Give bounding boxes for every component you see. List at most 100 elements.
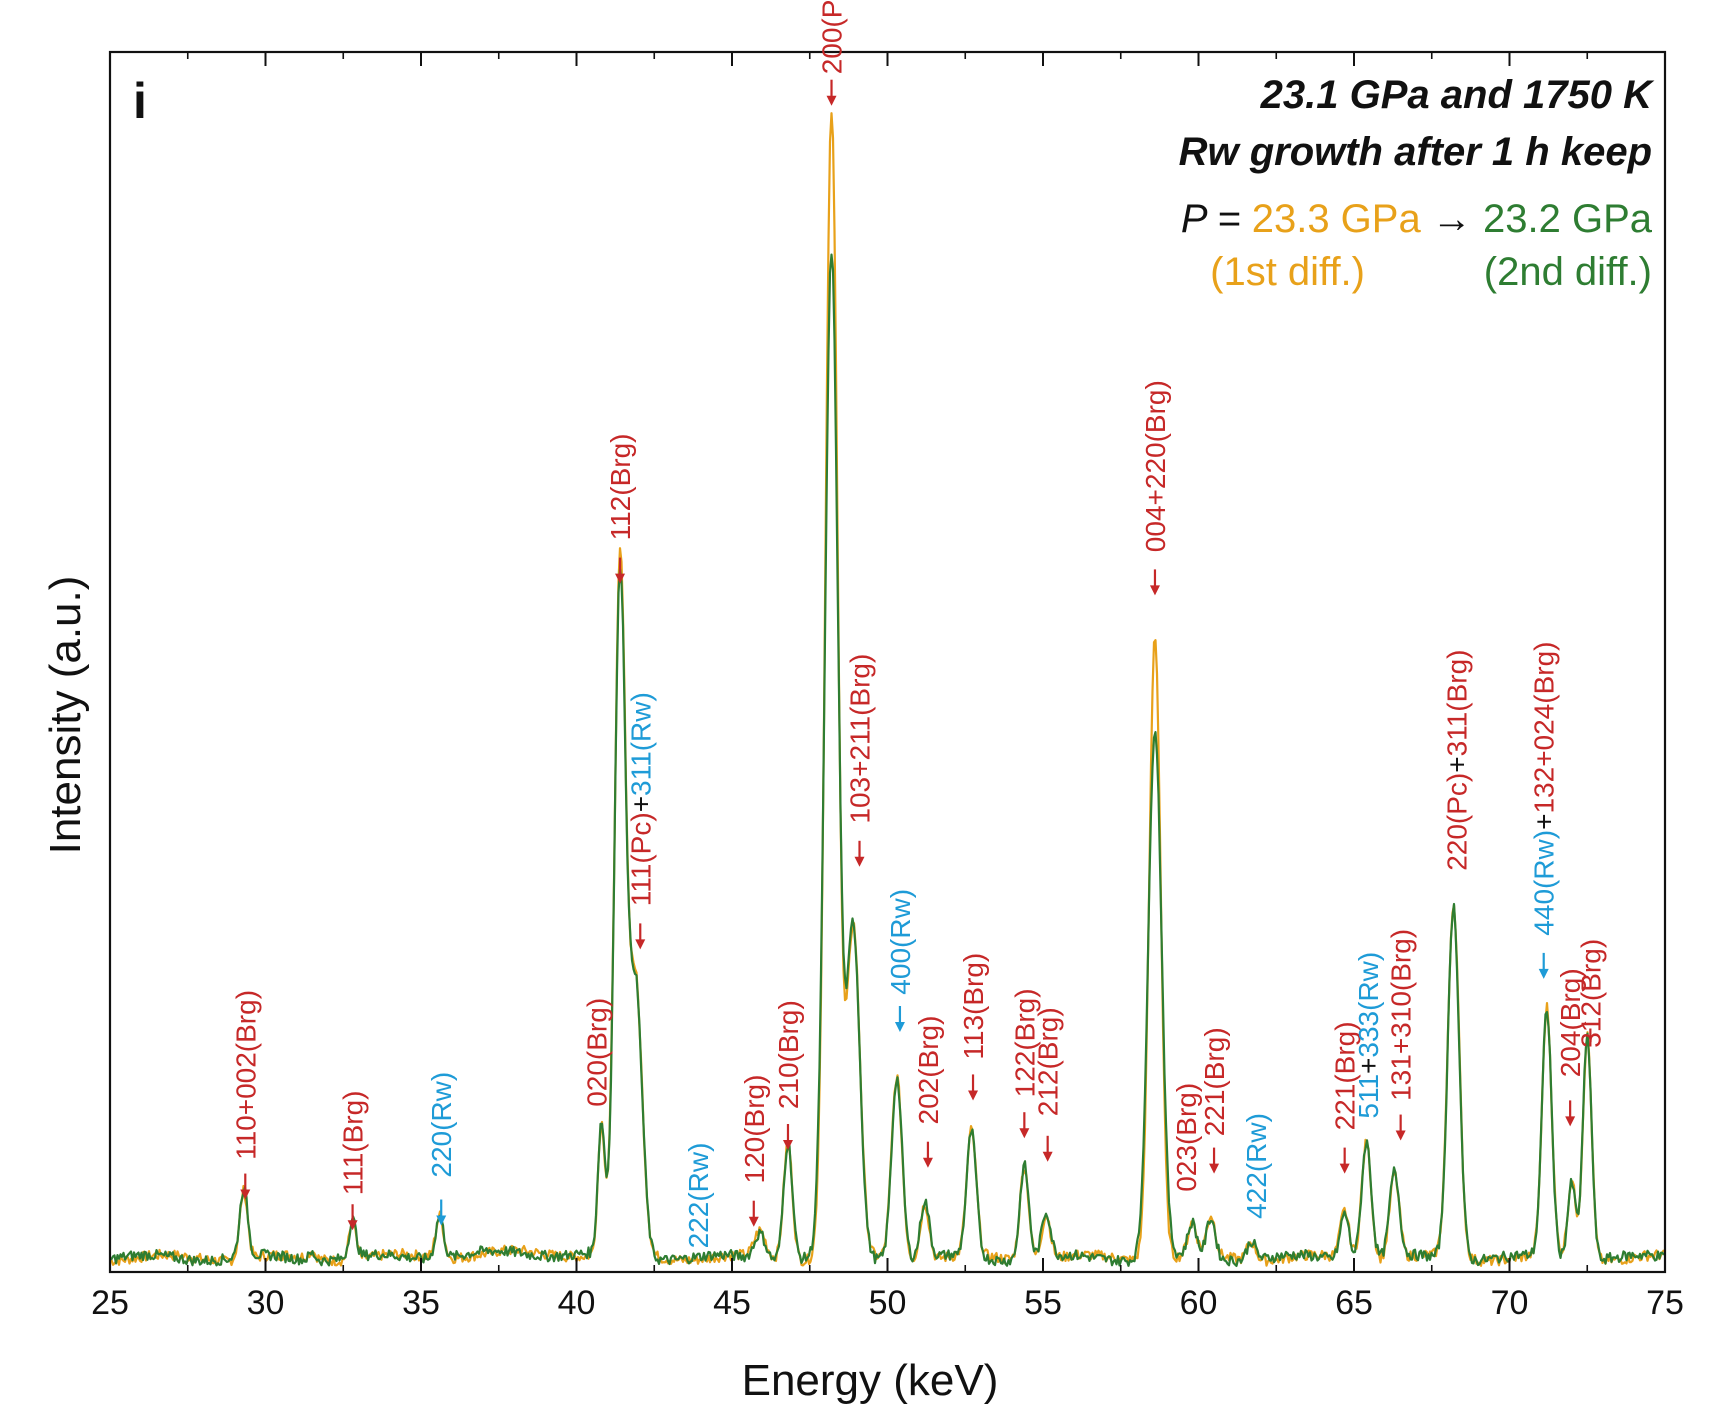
peak-label-part: 110+002(Brg) [230,990,261,1160]
peak-label-part: 212(Brg) [1033,1007,1064,1116]
peak-label-part: 333(Rw) [1353,952,1384,1058]
x-tick-label: 65 [1335,1284,1373,1322]
peak-label: 222(Rw) [683,1143,714,1249]
peak-arrow-head [1339,1163,1350,1174]
peak-label: 212(Brg) [1033,1007,1064,1116]
peak-label-part: 111(Brg) [338,1091,369,1196]
growth-line: Rw growth after 1 h keep [1179,130,1652,174]
peak-arrow-head [748,1216,759,1227]
peak-arrow-head [436,1215,447,1226]
peak-label: 221(Brg) [1199,1027,1230,1136]
peak-label: 111(Pc)+311(Rw) [625,692,656,906]
peak-label: 113(Brg) [958,953,989,1060]
peak-arrow-head [1395,1130,1406,1141]
peak-label: 221(Brg) [1330,1021,1361,1130]
peak-label: 112(Brg) [605,434,636,541]
peak-arrow-head [1019,1128,1030,1139]
peak-label-part: 311(Brg) [1442,650,1473,757]
peak-label-part: 220(Rw) [426,1072,457,1178]
x-tick-label: 75 [1646,1284,1684,1322]
peak-label: 204(Brg) [1555,968,1586,1077]
peak-label: 511+333(Rw) [1353,952,1384,1119]
peak-arrow-head [1538,968,1549,979]
peak-label: 131+310(Brg) [1386,929,1417,1101]
pressure-prefix: P = [1181,197,1241,241]
pressure-first: 23.3 GPa [1252,197,1422,241]
peak-arrow-head [894,1022,905,1032]
peak-label-part: 132+024(Brg) [1529,642,1560,814]
panel-label: i [133,73,147,129]
peak-arrow-head [968,1090,979,1101]
peak-label: 220(Rw) [426,1072,457,1178]
peak-label-part: + [1353,1058,1384,1074]
peak-arrow-head [347,1220,358,1231]
x-tick-label: 60 [1180,1284,1218,1322]
peak-label: 220(Pc)+311(Brg) [1442,650,1473,871]
peak-label: 023(Brg) [1171,1083,1202,1192]
peak-label-part: 112(Brg) [605,434,636,541]
peak-label: 200(Pc)+121(Brg) [817,0,848,74]
peak-label-part: 023(Brg) [1171,1083,1202,1192]
peak-label-part: 020(Brg) [582,998,613,1107]
peak-arrow-head [635,939,646,950]
peak-label-part: + [1529,814,1560,830]
peak-label-part: 311(Rw) [625,692,656,796]
peak-label: 103+211(Brg) [845,654,876,824]
peak-label-part: 511 [1353,1074,1384,1119]
peak-label: 312(Brg) [1575,939,1606,1048]
peak-arrow-head [922,1157,933,1168]
peak-label: 020(Brg) [582,998,613,1107]
peak-label-part: 131+310(Brg) [1386,929,1417,1101]
peak-arrow-head [782,1140,793,1150]
peak-label: 422(Rw) [1241,1113,1272,1219]
peak-label: 440(Rw)+132+024(Brg) [1529,642,1560,936]
peak-label-part: 440(Rw) [1529,830,1560,936]
peak-label-part: 122(Brg) [1009,988,1040,1097]
peak-label-part: 210(Brg) [773,1000,804,1109]
x-tick-label: 70 [1491,1284,1529,1322]
first-diff-note: (1st diff.) [1210,250,1365,294]
peak-label-part: + [1442,756,1473,772]
peak-label: 111(Brg) [338,1091,369,1196]
peak-label-part: 422(Rw) [1241,1113,1272,1219]
peak-label-part: 221(Brg) [1330,1021,1361,1130]
peak-arrow-head [826,95,837,106]
peak-label-part: 103+211(Brg) [845,654,876,824]
peak-label: 400(Rw) [885,889,916,995]
peak-label: 122(Brg) [1009,988,1040,1097]
peak-label: 202(Brg) [913,1016,944,1125]
peak-arrow-head [854,856,865,867]
peak-arrow-head [1149,585,1160,596]
x-tick-label: 30 [247,1284,285,1322]
peak-label: 120(Brg) [739,1075,770,1184]
peak-label: 110+002(Brg) [230,990,261,1160]
peak-label-part: 220(Pc) [1442,773,1473,871]
x-tick-label: 35 [402,1284,440,1322]
x-tick-label: 45 [713,1284,751,1322]
x-tick-label: 40 [558,1284,596,1322]
peak-label-part: 202(Brg) [913,1016,944,1125]
peak-label-part: 111(Pc) [625,812,656,906]
peak-label-part: 400(Rw) [885,889,916,995]
peak-arrow-head [1042,1151,1053,1162]
peak-label-part: 221(Brg) [1199,1027,1230,1136]
peak-arrow-head [240,1189,251,1200]
peak-label-part: 222(Rw) [683,1143,714,1249]
peak-arrow-head [1209,1163,1220,1174]
peak-label-part: 312(Brg) [1575,939,1606,1048]
x-axis-title: Energy (keV) [742,1356,999,1405]
plot-layer: 25 30 35 40 45 50 55 60 65 70 75 110+002(Brg) 111(Br… [91,0,1684,1322]
x-tick-label: 55 [1024,1284,1062,1322]
y-axis-title: Intensity (a.u.) [41,576,90,855]
series-line-2 [109,253,1665,1267]
x-tick-label: 25 [91,1284,129,1322]
peak-label-part: + [625,796,656,812]
peak-arrow-head [615,573,626,584]
peak-arrow-head [1565,1116,1576,1127]
x-tick-label: 50 [869,1284,907,1322]
peak-label-part: 120(Brg) [739,1075,770,1184]
condition-line: 23.1 GPa and 1750 K [1260,73,1655,117]
pressure-line: P = 23.3 GPa → 23.2 GPa [1181,197,1653,241]
